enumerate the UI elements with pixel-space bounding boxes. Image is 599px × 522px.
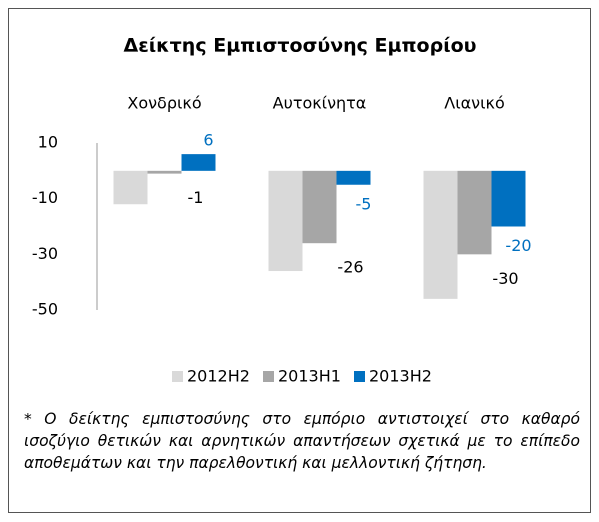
bar: [113, 170, 148, 205]
frame: [8, 8, 591, 513]
data-label: -26: [337, 258, 363, 277]
bar: [423, 170, 458, 299]
bar: [457, 170, 492, 255]
y-tick-label: 10: [38, 133, 58, 152]
data-label: -1: [188, 188, 204, 207]
bar: [147, 170, 182, 174]
legend-swatch: [263, 371, 274, 382]
y-tick-label: -50: [32, 300, 58, 319]
legend-label: 2012H2: [187, 367, 250, 386]
bar: [336, 170, 371, 185]
bar: [268, 170, 303, 272]
data-label: -30: [492, 269, 518, 288]
bar: [302, 170, 337, 244]
legend-label: 2013H2: [369, 367, 432, 386]
legend-swatch: [172, 371, 183, 382]
legend-swatch: [354, 371, 365, 382]
category-label: Χονδρικό: [127, 94, 201, 113]
bar: [491, 170, 526, 227]
category-label: Αυτοκίνητα: [273, 94, 367, 113]
footnote: * Ο δείκτης εμπιστοσύνης στο εμπόριο αντ…: [24, 410, 580, 472]
data-label: -20: [505, 236, 531, 255]
bar: [181, 154, 216, 171]
category-label: Λιανικό: [444, 94, 504, 113]
y-tick-label: -30: [32, 244, 58, 263]
data-label: -5: [356, 194, 372, 213]
data-label: 6: [203, 131, 213, 150]
legend-label: 2013H1: [278, 367, 341, 386]
chart-title: Δείκτης Εμπιστοσύνης Εμπορίου: [124, 35, 477, 57]
y-tick-label: -10: [32, 188, 58, 207]
